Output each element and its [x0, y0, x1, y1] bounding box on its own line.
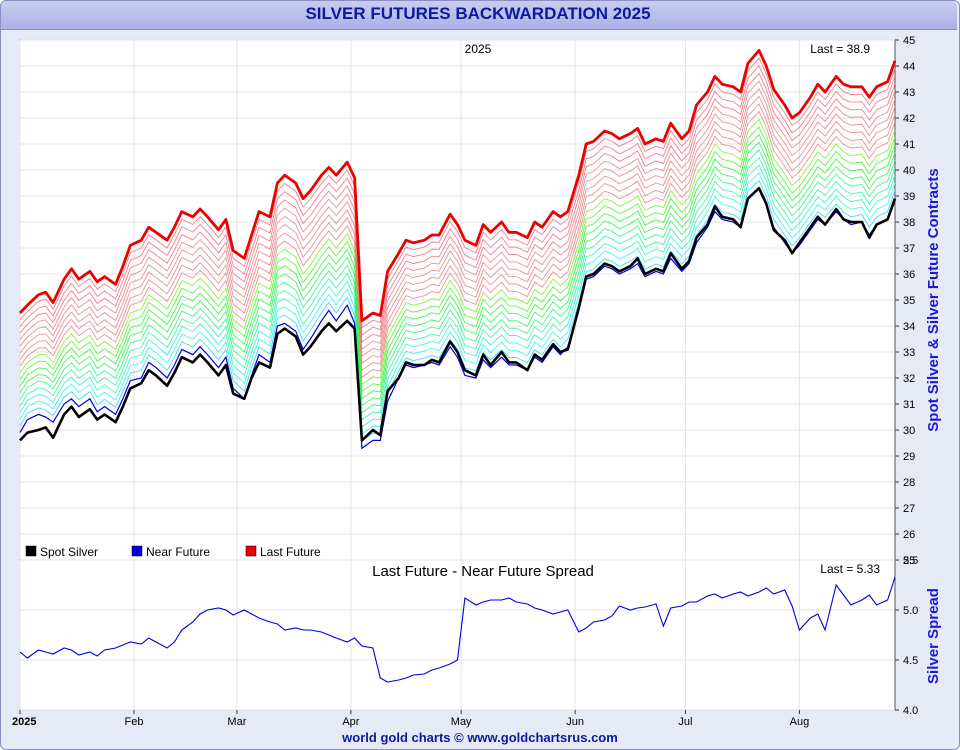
legend-swatch-near: [131, 545, 143, 557]
price-y-tick-label: 28: [903, 477, 915, 489]
contract-curve-3: [19, 164, 896, 428]
price-y-tick-label: 32: [903, 373, 915, 385]
price-y-tick-label: 45: [903, 35, 915, 47]
contract-curve-15: [19, 72, 896, 343]
x-tick-label: May: [451, 716, 472, 728]
price-y-tick-label: 35: [903, 295, 915, 307]
price-panel-title: 2025: [465, 42, 492, 56]
x-tick-label: Aug: [790, 716, 810, 728]
price-y-tick-label: 31: [903, 399, 915, 411]
footer-credit: world gold charts © www.goldchartsrus.co…: [342, 730, 618, 745]
x-axis: 2025 Feb Mar Apr May Jun Jul Aug: [12, 710, 809, 728]
price-y-tick-label: 26: [903, 529, 915, 541]
contract-curve-11: [19, 103, 896, 372]
spread-last-annotation: Last = 5.33: [820, 562, 880, 576]
contract-curve-6: [19, 141, 896, 407]
price-series-group: [18, 49, 897, 450]
spread-series-group: [19, 576, 896, 683]
price-y-tick-label: 36: [903, 269, 915, 281]
x-tick-label: Apr: [342, 716, 359, 728]
contract-curve-4: [19, 156, 896, 421]
last-future-line: [18, 49, 897, 323]
legend: Spot Silver Near Future Last Future: [25, 545, 321, 559]
page-title: SILVER FUTURES BACKWARDATION 2025: [305, 4, 651, 23]
x-tick-label: Jul: [678, 716, 692, 728]
price-y-tick-label: 40: [903, 165, 915, 177]
contract-curve-8: [19, 126, 896, 393]
price-y-tick-label: 39: [903, 191, 915, 203]
legend-label-last: Last Future: [260, 545, 321, 559]
legend-swatch-spot: [25, 545, 37, 557]
legend-swatch-last: [245, 545, 257, 557]
spread-y-tick-label: 4.5: [903, 655, 918, 667]
price-y-axis-label: Spot Silver & Silver Future Contracts: [925, 168, 942, 431]
price-y-tick-label: 34: [903, 321, 915, 333]
price-y-tick-label: 42: [903, 113, 915, 125]
spread-y-axis: 4.0 4.5 5.0 5.5: [895, 555, 918, 717]
spread-line: [19, 576, 896, 683]
price-y-tick-label: 37: [903, 243, 915, 255]
spread-y-tick-label: 4.0: [903, 705, 918, 717]
x-tick-label: Feb: [124, 716, 143, 728]
spread-plot-area: [19, 559, 896, 711]
x-tick-label: 2025: [12, 716, 36, 728]
x-tick-label: Jun: [566, 716, 584, 728]
price-y-tick-label: 43: [903, 87, 915, 99]
spot-silver-line: [19, 186, 897, 442]
contract-curve-17: [19, 57, 896, 329]
contract-curve-7: [19, 133, 896, 400]
contract-curve-5: [19, 149, 896, 414]
price-y-axis: 25 26 27 28 29 30 31 32 33 34 35 36 37 38 39 40 41 42 43 44…: [895, 35, 915, 567]
price-y-tick-label: 30: [903, 425, 915, 437]
price-last-annotation: Last = 38.9: [810, 42, 870, 56]
price-y-tick-label: 27: [903, 503, 915, 515]
price-y-tick-label: 33: [903, 347, 915, 359]
price-y-tick-label: 29: [903, 451, 915, 463]
spread-y-tick-label: 5.5: [903, 555, 918, 567]
contract-curve-13: [19, 87, 896, 358]
legend-label-near: Near Future: [146, 545, 210, 559]
price-y-tick-label: 25: [903, 555, 915, 567]
spread-y-tick-label: 5.0: [903, 605, 918, 617]
spread-y-axis-label: Silver Spread: [925, 588, 942, 684]
contract-curve-2: [19, 172, 896, 435]
contract-curve-9: [19, 118, 896, 386]
contract-curve-16: [19, 64, 896, 336]
x-tick-label: Mar: [227, 716, 246, 728]
price-grid: [19, 39, 895, 561]
contract-curve-12: [19, 95, 896, 365]
spread-panel-title: Last Future - Near Future Spread: [372, 563, 594, 580]
contract-curve-10: [19, 110, 896, 379]
legend-label-spot: Spot Silver: [40, 545, 98, 559]
contract-curve-14: [19, 80, 896, 350]
price-y-tick-label: 38: [903, 217, 915, 229]
price-y-tick-label: 44: [903, 61, 915, 73]
title-bar: [1, 1, 957, 30]
price-y-tick-label: 41: [903, 139, 915, 151]
